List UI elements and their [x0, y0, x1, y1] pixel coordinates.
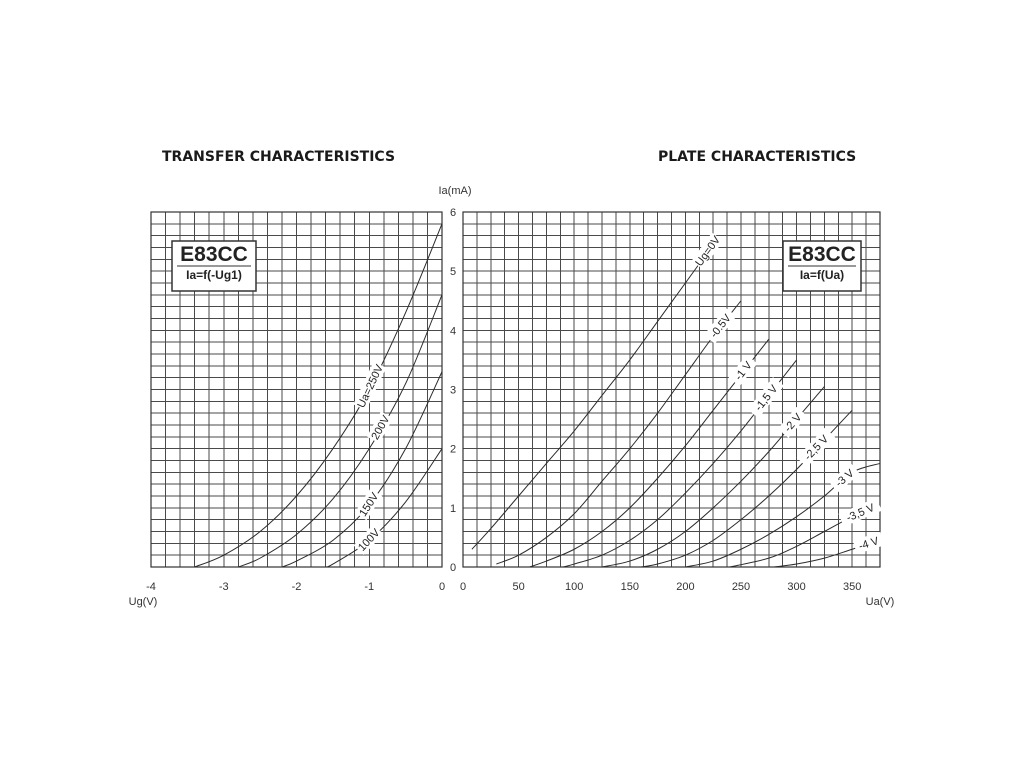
plate-legend-box: E83CC Ia=f(Ua) [782, 240, 862, 292]
transfer-curve-2 [281, 371, 443, 568]
tube-name: E83CC [788, 243, 856, 266]
plate-x-tick: 100 [565, 581, 583, 593]
transfer-curve-0 [194, 223, 443, 568]
curve-label: -4 V [857, 535, 880, 553]
curve-label-bg [354, 488, 383, 521]
plate-x-tick: 150 [621, 581, 639, 593]
curve-label-bg [703, 307, 737, 344]
plate-x-tick: 50 [512, 581, 524, 593]
y-axis-label: Ia(mA) [439, 185, 472, 197]
y-tick: 0 [450, 562, 456, 574]
transfer-x-tick: -2 [292, 581, 302, 593]
plate-x-tick: 0 [460, 581, 466, 593]
plate-x-tick: 250 [732, 581, 750, 593]
curve-label-bg [852, 531, 885, 555]
curve-label-bg [828, 463, 860, 493]
tube-name: E83CC [180, 243, 248, 266]
transfer-legend-box: E83CC Ia=f(-Ug1) [171, 240, 257, 292]
y-tick: 2 [450, 444, 456, 456]
transfer-x-axis-label: Ug(V) [129, 596, 158, 608]
plate-x-tick: 350 [843, 581, 861, 593]
y-tick: 1 [450, 503, 456, 515]
curve-label-bg [728, 354, 758, 387]
curve-label-bg [747, 377, 785, 419]
plate-label-3: -1,5 V [747, 377, 785, 419]
y-tick: 3 [450, 385, 456, 397]
curve-label-bg [353, 361, 387, 411]
plate-x-tick: 200 [676, 581, 694, 593]
plate-label-7: -3,5 V [838, 497, 882, 527]
transfer-x-tick: -3 [219, 581, 229, 593]
y-tick: 5 [450, 266, 456, 278]
function-label: Ia=f(-Ug1) [186, 268, 242, 282]
plate-grid-frame [462, 211, 881, 568]
transfer-grid-frame [150, 211, 443, 568]
y-tick: 6 [450, 207, 456, 219]
transfer-x-tick: 0 [439, 581, 445, 593]
function-label: Ia=f(Ua) [800, 268, 844, 282]
curve-label-bg [366, 411, 394, 444]
curve-label-bg [777, 406, 808, 438]
curve-label-bg [691, 232, 724, 270]
plate-x-tick: 300 [787, 581, 805, 593]
curve-label-bg [838, 497, 882, 527]
transfer-x-tick: -1 [364, 581, 374, 593]
curve-label-bg [796, 427, 836, 468]
plate-curve-1 [496, 300, 742, 565]
transfer-chart-title: TRANSFER CHARACTERISTICS [162, 149, 396, 165]
plate-x-axis-label: Ua(V) [866, 596, 895, 608]
curve-label-bg [353, 524, 384, 555]
transfer-label-0: Ua=250V [353, 361, 387, 411]
y-tick: 4 [450, 325, 456, 337]
plate-label-5: -2,5 V [796, 427, 836, 468]
plate-chart-title: PLATE CHARACTERISTICS [658, 149, 857, 165]
transfer-curve-1 [238, 294, 443, 568]
plate-curve-0 [471, 244, 714, 550]
plate-label-1: -0.5V [703, 307, 737, 344]
plate-label-0: Ug=0V [691, 232, 724, 270]
transfer-x-tick: -4 [146, 581, 156, 593]
transfer-label-3: 100V [353, 524, 384, 555]
plate-curve-2 [529, 338, 770, 568]
transfer-label-1: 200V [366, 411, 394, 444]
